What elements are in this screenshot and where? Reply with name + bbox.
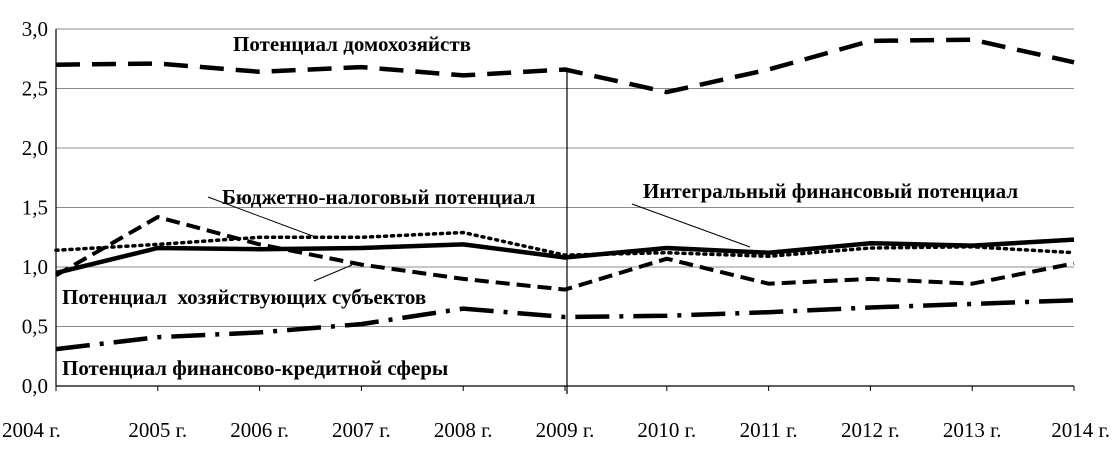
leader-line-enterprises [313, 264, 353, 282]
series-labels: Потенциал домохозяйств Бюджетно-налоговы… [62, 32, 1018, 380]
series-label-integral: Интегральный финансовый потенциал [643, 179, 1018, 203]
leader-lines [207, 196, 751, 282]
x-tick-label: 2013 г. [943, 418, 1002, 442]
x-tick-label: 2008 г. [434, 418, 493, 442]
x-tick-label: 2006 г. [230, 418, 289, 442]
series-line-1 [54, 230, 1076, 259]
series-line-2 [55, 237, 1075, 276]
y-tick-label: 0,0 [22, 374, 48, 398]
x-tick-label: 2012 г. [841, 418, 900, 442]
y-tick-label: 2,5 [22, 77, 48, 101]
x-tick-label: 2010 г. [637, 418, 696, 442]
y-tick-label: 2,0 [22, 136, 48, 160]
axes [55, 29, 1074, 394]
series-label-households: Потенциал домохозяйств [233, 32, 471, 56]
leader-line-budget [207, 196, 319, 239]
x-tick-label: 2009 г. [536, 418, 595, 442]
y-tick-label: 1,0 [22, 255, 48, 279]
y-tick-label: 3,0 [22, 17, 48, 41]
x-tick-label: 2005 г. [128, 418, 187, 442]
series-line-3 [55, 215, 1075, 292]
x-tick-label: 2014 г. [1051, 418, 1110, 442]
series-line-4 [55, 298, 1075, 352]
series-label-enterprises: Потенциал хозяйствующих субъектов [62, 285, 426, 309]
x-tick-label: 2011 г. [740, 418, 798, 442]
x-tick-label: 2004 г. [2, 418, 61, 442]
series-label-budget-tax: Бюджетно-налоговый потенциал [222, 185, 536, 209]
leader-line-integral [631, 203, 751, 248]
y-tick-label: 1,5 [22, 196, 48, 220]
y-axis-ticks: 0,0 0,5 1,0 1,5 2,0 2,5 3,0 [22, 17, 48, 398]
y-tick-label: 0,5 [22, 315, 48, 339]
series-line-0 [55, 37, 1075, 95]
series-label-financial-credit: Потенциал финансово-кредитной сферы [62, 356, 448, 380]
grid-lines [56, 28, 1074, 327]
x-tick-label: 2007 г. [332, 418, 391, 442]
x-axis-ticks: 2004 г. 2005 г. 2006 г. 2007 г. 2008 г. 2009 … [2, 386, 1110, 442]
series-lines [54, 37, 1076, 352]
